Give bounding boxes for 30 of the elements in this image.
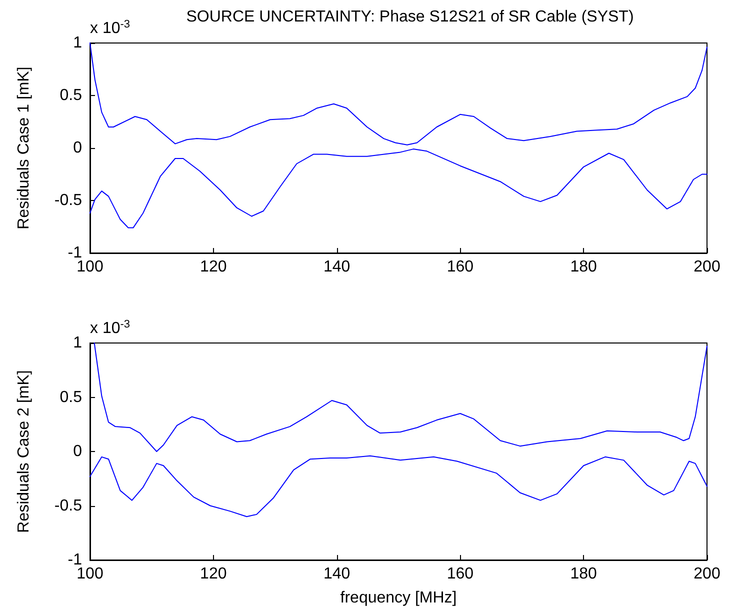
y-tick-label: -0.5 — [54, 192, 82, 209]
x-tick-label: 120 — [200, 258, 227, 276]
x-tick-label: 160 — [446, 566, 474, 582]
x-tick-label: 120 — [200, 566, 227, 582]
y-tick-label: 1 — [73, 34, 82, 52]
x-tick-label: 200 — [694, 258, 720, 276]
y-tick-label: 0 — [73, 140, 82, 156]
x-tick-label: 180 — [570, 258, 598, 276]
x-axis-title: frequency [MHz] — [340, 590, 457, 606]
line-series — [94, 342, 708, 452]
y-tick-label: -1 — [68, 244, 82, 262]
y-axis-title: Residuals Case 2 [mK] — [16, 370, 32, 533]
x-tick-label: 100 — [76, 566, 104, 582]
x-tick-label: 140 — [323, 258, 350, 276]
x-tick-label: 180 — [570, 566, 598, 582]
line-series — [90, 148, 708, 228]
y-tick-label: 0.5 — [60, 388, 82, 406]
x-tick-label: 100 — [76, 258, 104, 276]
y-tick-label: 1 — [73, 334, 82, 352]
x-tick-label: 160 — [446, 258, 474, 276]
y-tick-label: 0.5 — [60, 87, 82, 104]
y-tick-label: -1 — [68, 552, 82, 568]
chart-title: SOURCE UNCERTAINTY: Phase S12S21 of SR Cable (SYST) — [186, 8, 634, 26]
y-tick-label: -0.5 — [54, 497, 82, 514]
line-series — [90, 42, 708, 146]
y-axis-title: Residuals Case 1 [mK] — [16, 66, 32, 230]
x-tick-label: 200 — [694, 566, 720, 582]
x-tick-label: 140 — [323, 566, 350, 582]
line-series — [90, 455, 708, 518]
y-tick-label: 0 — [73, 443, 82, 460]
